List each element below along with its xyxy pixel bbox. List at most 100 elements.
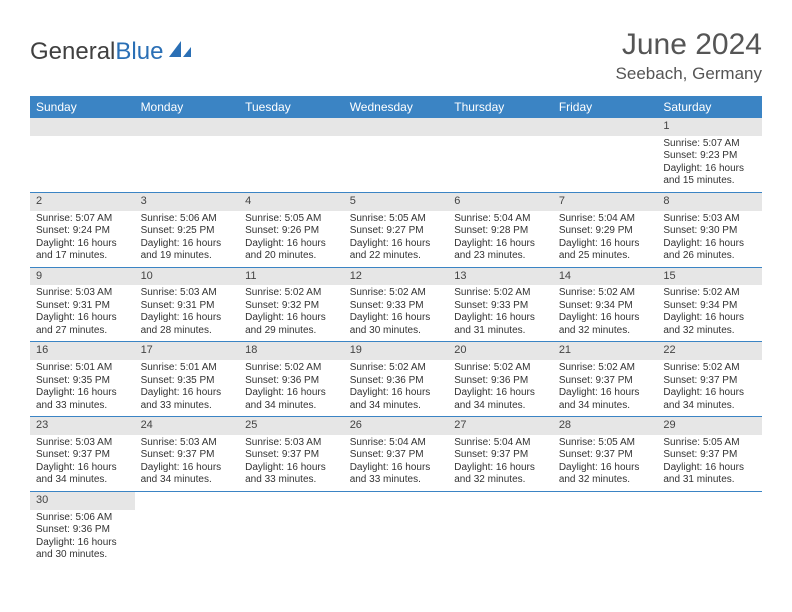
logo-text-general: General [30,38,115,66]
day-detail-cell [344,510,449,566]
sunset-line: Sunset: 9:31 PM [141,300,234,313]
daylight-line: Daylight: 16 hours and 34 minutes. [454,387,547,412]
day-number-cell [30,118,135,136]
day-detail-cell [30,136,135,193]
day-detail-cell: Sunrise: 5:02 AMSunset: 9:37 PMDaylight:… [553,360,658,417]
day-number-cell [239,491,344,509]
day-number-cell [239,118,344,136]
sunset-line: Sunset: 9:26 PM [245,225,338,238]
sunrise-line: Sunrise: 5:04 AM [350,437,443,450]
day-detail-cell: Sunrise: 5:04 AMSunset: 9:37 PMDaylight:… [344,435,449,492]
day-detail-cell [448,510,553,566]
daylight-line: Daylight: 16 hours and 22 minutes. [350,238,443,263]
weekday-header: Sunday [30,96,135,118]
daylight-line: Daylight: 16 hours and 33 minutes. [36,387,129,412]
sunset-line: Sunset: 9:36 PM [245,375,338,388]
sunrise-line: Sunrise: 5:03 AM [141,437,234,450]
day-detail-cell: Sunrise: 5:04 AMSunset: 9:29 PMDaylight:… [553,211,658,268]
day-detail-cell [135,510,240,566]
day-detail-cell: Sunrise: 5:01 AMSunset: 9:35 PMDaylight:… [30,360,135,417]
daylight-line: Daylight: 16 hours and 34 minutes. [663,387,756,412]
day-detail-cell: Sunrise: 5:03 AMSunset: 9:37 PMDaylight:… [135,435,240,492]
logo-text-blue: Blue [115,38,163,66]
day-number-cell: 3 [135,192,240,210]
day-detail-row: Sunrise: 5:07 AMSunset: 9:23 PMDaylight:… [30,136,762,193]
sunset-line: Sunset: 9:37 PM [245,449,338,462]
sunset-line: Sunset: 9:23 PM [663,150,756,163]
sunset-line: Sunset: 9:35 PM [36,375,129,388]
sunrise-line: Sunrise: 5:07 AM [663,138,756,151]
day-number-cell: 12 [344,267,449,285]
daylight-line: Daylight: 16 hours and 34 minutes. [245,387,338,412]
sunrise-line: Sunrise: 5:02 AM [454,362,547,375]
day-number-cell: 8 [657,192,762,210]
daylight-line: Daylight: 16 hours and 23 minutes. [454,238,547,263]
sunset-line: Sunset: 9:32 PM [245,300,338,313]
sunset-line: Sunset: 9:36 PM [454,375,547,388]
sunrise-line: Sunrise: 5:02 AM [350,362,443,375]
day-number-cell [657,491,762,509]
day-detail-row: Sunrise: 5:03 AMSunset: 9:37 PMDaylight:… [30,435,762,492]
sunrise-line: Sunrise: 5:01 AM [36,362,129,375]
sunrise-line: Sunrise: 5:02 AM [559,362,652,375]
day-number-cell: 6 [448,192,553,210]
day-number-cell: 17 [135,342,240,360]
sail-icon [167,38,193,66]
sunrise-line: Sunrise: 5:03 AM [663,213,756,226]
daylight-line: Daylight: 16 hours and 34 minutes. [350,387,443,412]
day-detail-cell: Sunrise: 5:04 AMSunset: 9:28 PMDaylight:… [448,211,553,268]
daylight-line: Daylight: 16 hours and 25 minutes. [559,238,652,263]
day-number-cell [553,491,658,509]
day-number-cell: 25 [239,417,344,435]
sunrise-line: Sunrise: 5:02 AM [245,362,338,375]
day-detail-cell: Sunrise: 5:03 AMSunset: 9:37 PMDaylight:… [30,435,135,492]
day-number-cell: 2 [30,192,135,210]
day-number-row: 23242526272829 [30,417,762,435]
day-number-cell: 16 [30,342,135,360]
day-detail-cell [553,510,658,566]
month-title: June 2024 [616,28,762,62]
sunrise-line: Sunrise: 5:03 AM [36,287,129,300]
day-detail-cell: Sunrise: 5:03 AMSunset: 9:30 PMDaylight:… [657,211,762,268]
day-number-cell: 24 [135,417,240,435]
day-detail-cell [448,136,553,193]
day-detail-cell: Sunrise: 5:05 AMSunset: 9:26 PMDaylight:… [239,211,344,268]
daylight-line: Daylight: 16 hours and 17 minutes. [36,238,129,263]
sunrise-line: Sunrise: 5:04 AM [454,213,547,226]
day-detail-row: Sunrise: 5:01 AMSunset: 9:35 PMDaylight:… [30,360,762,417]
sunset-line: Sunset: 9:37 PM [559,375,652,388]
day-number-cell: 7 [553,192,658,210]
day-number-cell: 18 [239,342,344,360]
title-block: June 2024 Seebach, Germany [616,28,762,84]
daylight-line: Daylight: 16 hours and 30 minutes. [36,537,129,562]
sunset-line: Sunset: 9:30 PM [663,225,756,238]
day-number-cell: 14 [553,267,658,285]
day-number-row: 9101112131415 [30,267,762,285]
day-number-row: 1 [30,118,762,136]
sunrise-line: Sunrise: 5:04 AM [454,437,547,450]
sunrise-line: Sunrise: 5:04 AM [559,213,652,226]
sunset-line: Sunset: 9:37 PM [454,449,547,462]
day-detail-cell: Sunrise: 5:01 AMSunset: 9:35 PMDaylight:… [135,360,240,417]
sunset-line: Sunset: 9:27 PM [350,225,443,238]
day-detail-cell: Sunrise: 5:02 AMSunset: 9:33 PMDaylight:… [448,285,553,342]
day-detail-cell: Sunrise: 5:05 AMSunset: 9:27 PMDaylight:… [344,211,449,268]
day-detail-cell: Sunrise: 5:02 AMSunset: 9:36 PMDaylight:… [239,360,344,417]
sunrise-line: Sunrise: 5:03 AM [141,287,234,300]
sunset-line: Sunset: 9:37 PM [350,449,443,462]
logo: GeneralBlue [30,28,193,66]
day-number-row: 16171819202122 [30,342,762,360]
daylight-line: Daylight: 16 hours and 30 minutes. [350,312,443,337]
sunset-line: Sunset: 9:29 PM [559,225,652,238]
day-detail-cell: Sunrise: 5:02 AMSunset: 9:33 PMDaylight:… [344,285,449,342]
sunset-line: Sunset: 9:35 PM [141,375,234,388]
day-number-cell: 15 [657,267,762,285]
day-number-cell: 10 [135,267,240,285]
sunset-line: Sunset: 9:36 PM [350,375,443,388]
day-number-cell [448,118,553,136]
daylight-line: Daylight: 16 hours and 26 minutes. [663,238,756,263]
daylight-line: Daylight: 16 hours and 33 minutes. [350,462,443,487]
daylight-line: Daylight: 16 hours and 33 minutes. [141,387,234,412]
day-number-cell: 19 [344,342,449,360]
sunset-line: Sunset: 9:33 PM [454,300,547,313]
